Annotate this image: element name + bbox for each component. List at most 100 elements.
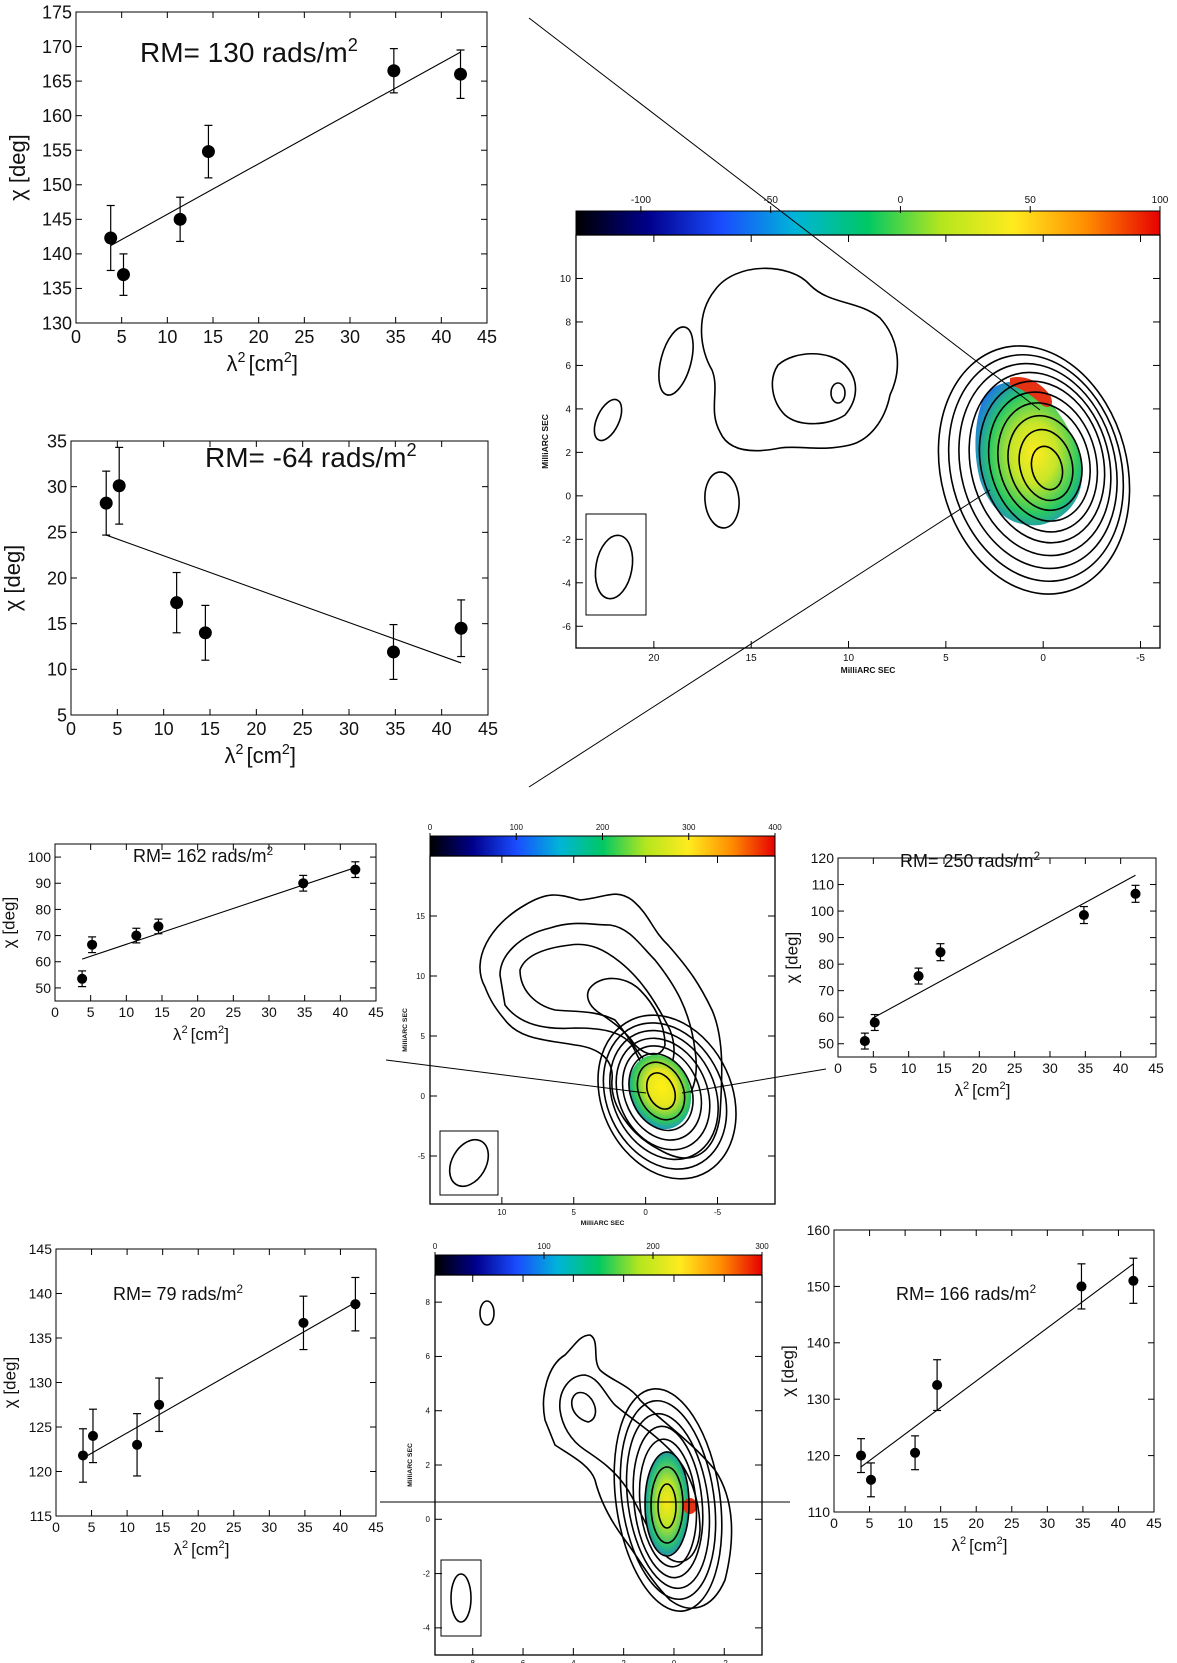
- rm-plot-162: 0 5 10 15 20 25 30 35 40 45 50 60 70 80 90 100 RM= 162 r…: [0, 843, 384, 1044]
- map3-core-contour: [638, 1438, 698, 1568]
- x-axis-label: λ2 [cm2]: [173, 1024, 229, 1044]
- x-axis-label-part: 2: [1000, 1080, 1006, 1092]
- map2-core-contour: [621, 1045, 703, 1141]
- map-y-tick-label: 15: [416, 912, 425, 921]
- data-point: [117, 268, 130, 282]
- map-y-tick-label: 2: [426, 1461, 431, 1470]
- map-x-tick-label: 4: [571, 1659, 576, 1663]
- map-y-axis-label: MilliARC SEC: [407, 1443, 414, 1487]
- colorbar-tick-label: 100: [1152, 195, 1169, 206]
- rm-plot-250: 0 5 10 15 20 25 30 35 40 45 50 60 70 80 90 100 110 120 RM=…: [783, 850, 1164, 1100]
- data-point: [87, 1430, 99, 1441]
- x-tick-label: 40: [1111, 1515, 1127, 1531]
- plot-frame: [833, 1229, 1155, 1513]
- map1-rm-colour: [975, 381, 1083, 526]
- x-tick-label: 30: [1040, 1515, 1056, 1531]
- data-point: [454, 67, 467, 81]
- y-tick-label: 150: [807, 1278, 831, 1294]
- map-y-tick-label: 4: [565, 404, 571, 415]
- x-tick-label: 5: [117, 327, 127, 347]
- x-axis-label-part: [cm: [248, 351, 283, 376]
- map3-colorbar-ticks: 0 100 200 300: [433, 1242, 769, 1259]
- map-x-tick-label: -5: [714, 1208, 722, 1217]
- y-axis-label: χ [deg]: [1, 1357, 20, 1408]
- x-axis-label: λ2 [cm2]: [174, 1539, 230, 1559]
- map1-colorbar: [575, 210, 1161, 236]
- plot-frame: [54, 843, 377, 1002]
- y-tick-label: 30: [47, 477, 67, 497]
- x-tick-label: 20: [968, 1515, 984, 1531]
- x-tick-label: 25: [293, 719, 313, 739]
- data-point: [910, 1447, 921, 1458]
- y-tick-label: 70: [35, 927, 51, 943]
- map1-core-contour: [1007, 414, 1083, 512]
- map1-contour: [830, 382, 846, 404]
- y-tick-label: 175: [42, 2, 72, 22]
- data-point: [350, 1299, 361, 1310]
- plot-frame: [75, 11, 488, 324]
- map1-contour: [704, 471, 740, 529]
- x-axis-label-part: 2: [284, 350, 292, 366]
- data-point: [153, 921, 164, 932]
- data-point: [869, 1017, 880, 1028]
- x-tick-label: 15: [933, 1515, 949, 1531]
- plot-title-main: RM= 162 rads/m: [133, 846, 267, 866]
- map1-contour: [593, 398, 623, 442]
- data-point: [87, 939, 98, 950]
- map1-core-contour: [958, 362, 1118, 570]
- x-axis-label-part: 2: [219, 1539, 225, 1551]
- plot-frame: [837, 857, 1157, 1058]
- data-point: [99, 496, 113, 510]
- map-x-axis-label: MilliARC SEC: [841, 665, 896, 675]
- x-axis-label-part: 2: [236, 742, 244, 758]
- y-tick-label: 150: [42, 175, 72, 195]
- y-axis-label: χ [deg]: [0, 545, 25, 612]
- map1-contour: [771, 353, 857, 425]
- x-axis-label: λ2 [cm2]: [955, 1080, 1011, 1100]
- x-axis-label-part: 2: [218, 1024, 224, 1036]
- data-point: [387, 645, 400, 659]
- x-tick-label: 35: [297, 1519, 313, 1535]
- map1-core-contour: [1018, 428, 1074, 502]
- x-tick-label: 40: [333, 1519, 349, 1535]
- x-tick-label: 0: [66, 719, 76, 739]
- data-point: [350, 864, 361, 875]
- colorbar-tick-label: 300: [755, 1242, 769, 1251]
- y-tick-label: 130: [807, 1391, 831, 1407]
- colorbar-tick-label: 400: [768, 823, 782, 832]
- plot-title-sup: 2: [1034, 850, 1041, 863]
- x-tick-label: 30: [261, 1004, 277, 1020]
- x-tick-label: 20: [246, 719, 266, 739]
- y-tick-label: 100: [28, 849, 52, 865]
- y-tick-label: 115: [30, 1508, 53, 1524]
- x-tick-label: 0: [834, 1060, 842, 1076]
- x-tick-label: 10: [901, 1060, 917, 1076]
- x-tick-label: 15: [155, 1519, 171, 1535]
- map-y-tick-label: -6: [562, 622, 571, 633]
- x-tick-label: 20: [190, 1004, 206, 1020]
- map-y-tick-label: 5: [421, 1032, 426, 1041]
- map1-core-contour: [1030, 445, 1064, 491]
- plot-title: RM= -64 rads/m2: [205, 440, 417, 473]
- fit-line: [860, 1263, 1134, 1468]
- x-axis-label-part: [cm: [191, 1025, 218, 1044]
- map1-core-contour: [987, 391, 1099, 533]
- y-tick-label: 130: [29, 1374, 53, 1390]
- y-tick-label: 135: [42, 279, 72, 299]
- rm-plot-79: 0 5 10 15 20 25 30 35 40 45 115 120 125 130 135 140 145 R…: [1, 1241, 384, 1559]
- x-axis-label-part: 2: [238, 350, 246, 366]
- colorbar-tick-label: 100: [537, 1242, 551, 1251]
- plot-title-sup: 2: [407, 440, 417, 460]
- map-x-axis-label: MilliARC SEC: [581, 1220, 625, 1227]
- map-x-tick-label: 0: [672, 1659, 677, 1663]
- x-tick-label: 25: [226, 1004, 242, 1020]
- data-point: [198, 626, 212, 640]
- data-point: [932, 1380, 943, 1391]
- map3-core-contour: [619, 1399, 717, 1601]
- map-y-tick-label: -2: [423, 1569, 431, 1578]
- x-axis-label-part: ]: [290, 743, 296, 768]
- y-tick-label: 160: [42, 106, 72, 126]
- y-tick-label: 10: [47, 660, 67, 680]
- x-tick-label: 0: [830, 1515, 838, 1531]
- map3-contour: [542, 1334, 733, 1609]
